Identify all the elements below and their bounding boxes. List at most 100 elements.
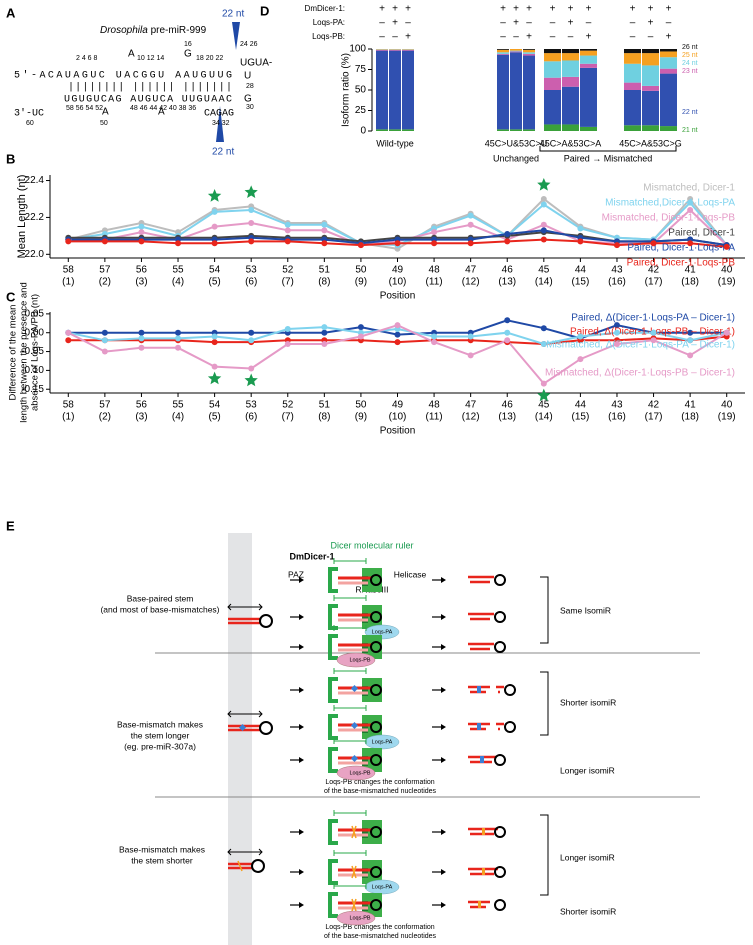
loop: U <box>244 71 251 82</box>
condition-value: + <box>648 18 654 29</box>
product-loop <box>504 684 516 696</box>
bar-segment <box>389 49 401 51</box>
condition-value: – <box>500 32 506 43</box>
point <box>248 207 255 214</box>
bar-segment <box>580 67 597 127</box>
point <box>357 242 364 249</box>
point <box>613 242 620 249</box>
bar-segment <box>660 51 677 58</box>
point <box>613 341 620 348</box>
significance-star <box>244 185 258 198</box>
x-tick-sublabel: (9) <box>355 277 367 288</box>
stem-band <box>228 533 252 945</box>
arrow-head <box>299 614 304 620</box>
mismatch <box>238 723 247 732</box>
result-bracket <box>540 671 549 736</box>
row-label: Base-mismatch makes <box>119 844 205 854</box>
x-tick-label: 52 <box>282 400 294 411</box>
mismatch <box>350 684 359 693</box>
point <box>284 221 291 228</box>
x-tick-label: 52 <box>282 265 294 276</box>
ruler <box>333 850 367 856</box>
note: of the base-mismatched nucleotides <box>324 788 437 795</box>
point <box>65 329 72 336</box>
arrow-head <box>441 644 446 650</box>
point <box>284 227 291 234</box>
x-tick-label: 57 <box>99 265 111 276</box>
x-tick-label: 55 <box>172 265 184 276</box>
condition-value: + <box>568 18 574 29</box>
mismatch <box>482 828 485 835</box>
point <box>138 329 145 336</box>
condition-value: – <box>379 18 385 29</box>
mismatch <box>350 721 359 730</box>
position-number: 28 <box>246 83 254 90</box>
x-tick-label: 49 <box>392 265 404 276</box>
point <box>394 339 401 346</box>
result-bracket <box>540 576 549 644</box>
mismatch <box>350 754 359 763</box>
point <box>650 337 657 344</box>
point <box>175 240 182 247</box>
condition-value: + <box>630 4 636 15</box>
legend-label: Mismatched,Dicer-1·Loqs-PA <box>605 198 735 209</box>
rnase <box>362 756 368 766</box>
ruler <box>333 558 367 564</box>
point <box>248 365 255 372</box>
point <box>723 329 730 336</box>
paz <box>328 604 338 630</box>
product-loop <box>494 899 506 911</box>
bar-segment <box>497 49 509 50</box>
domain-label: PAZ <box>288 569 304 579</box>
bar-segment <box>402 129 414 131</box>
ruler <box>333 738 367 744</box>
loop: G <box>244 94 252 105</box>
position-number: 30 <box>246 104 254 111</box>
arrow-head <box>441 829 446 835</box>
x-tick-label: 41 <box>685 400 697 411</box>
condition-value: + <box>513 18 519 29</box>
y-axis-label: Mean Length (nt) <box>16 175 28 259</box>
condition-value: + <box>568 4 574 15</box>
bar-segment <box>580 50 597 56</box>
point <box>284 238 291 245</box>
paz <box>328 634 338 660</box>
strand: UGUGUCAG AUGUCA UUGUAAC <box>64 95 232 106</box>
hairpin <box>370 684 382 696</box>
bar-segment <box>523 49 535 53</box>
rnase <box>362 901 368 911</box>
arrow-head <box>299 902 304 908</box>
strand-end: 3'-UC <box>14 108 44 120</box>
bar-segment <box>497 129 509 131</box>
condition-value: – <box>513 32 519 43</box>
bar-segment <box>562 53 579 61</box>
loqs-pb <box>336 765 376 781</box>
y-tick-label: -0.05 <box>21 346 44 357</box>
group-label: Wild-type <box>376 138 414 148</box>
point <box>357 324 364 331</box>
point <box>101 238 108 245</box>
condition-value: + <box>586 32 592 43</box>
x-tick-label: 50 <box>355 400 367 411</box>
x-axis-label: Position <box>380 291 416 302</box>
point <box>357 333 364 340</box>
bulge: A <box>102 107 109 118</box>
x-tick-sublabel: (4) <box>172 412 184 423</box>
x-tick-sublabel: (2) <box>99 412 111 423</box>
condition-value: – <box>630 18 636 29</box>
loqs-label: Loqs-PA <box>372 739 393 745</box>
legend-label: Mismatched, Δ(Dicer-1·Loqs-PB – Dicer-1) <box>545 368 735 379</box>
hairpin <box>370 866 382 878</box>
legend-label: 24 nt <box>682 60 698 67</box>
bar-segment <box>544 77 561 90</box>
loqs-label: Loqs-PB <box>349 770 370 776</box>
bar-segment <box>497 54 509 130</box>
y-tick-label: 50 <box>355 85 367 96</box>
bar-segment <box>523 129 535 131</box>
x-tick-label: 46 <box>502 265 514 276</box>
x-tick-sublabel: (8) <box>318 412 330 423</box>
condition-label: Loqs-PA: <box>313 18 345 27</box>
point <box>175 344 182 351</box>
paz <box>328 819 338 845</box>
x-tick-label: 42 <box>648 265 660 276</box>
